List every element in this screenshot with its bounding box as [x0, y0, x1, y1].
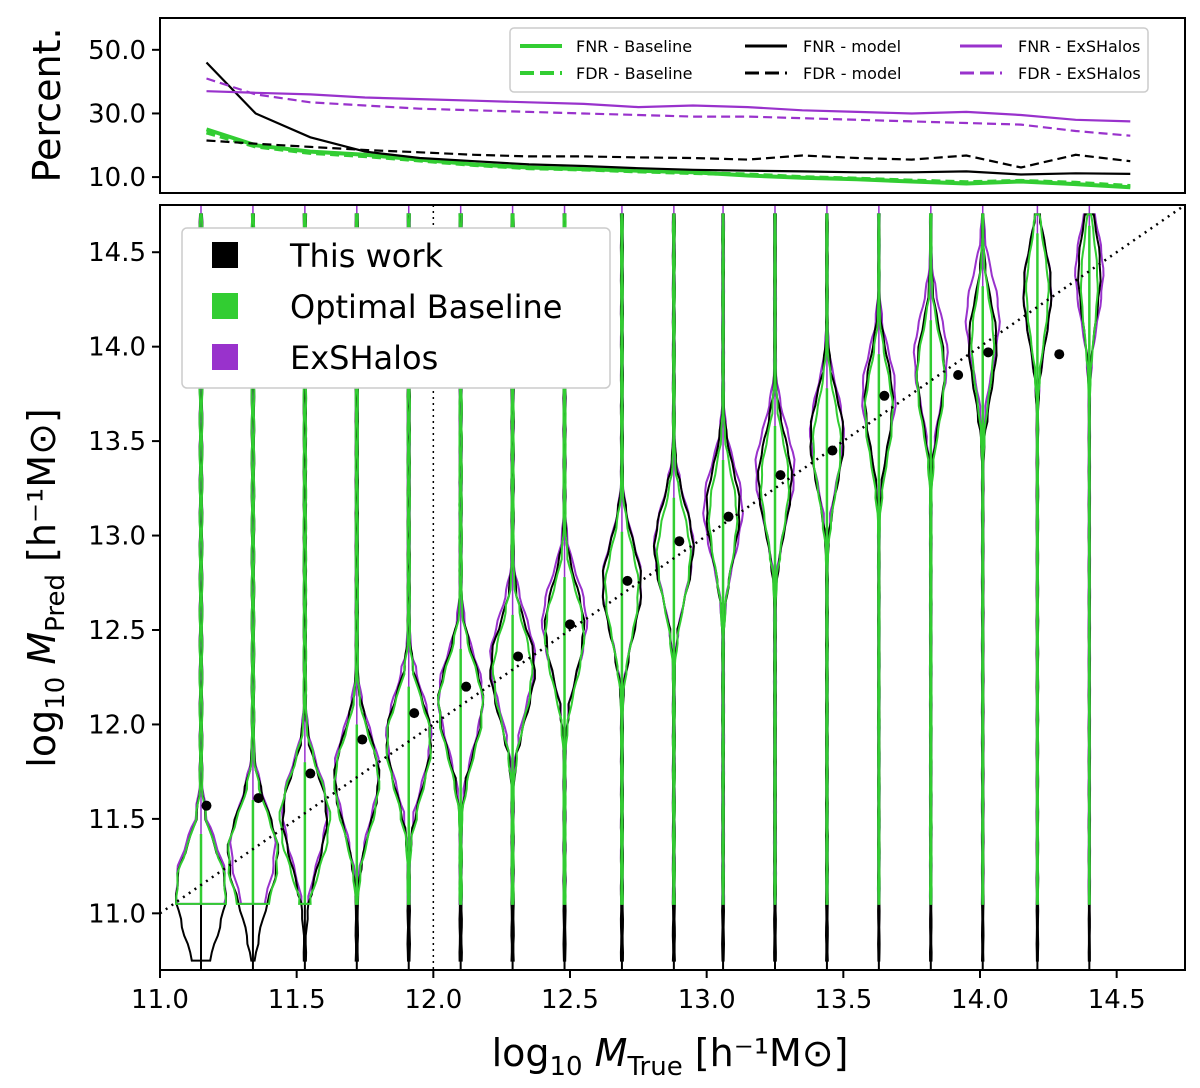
legend-swatch-optimal-baseline: [212, 293, 238, 319]
violin-y-tick-label: 11.0: [88, 899, 146, 929]
violin-baseline: [603, 213, 640, 905]
rate-panel-frame: [159, 17, 1186, 194]
violin-content: [160, 205, 1185, 970]
legend-label-fdr-model: FDR - model: [803, 64, 901, 83]
violin-panel: 11.0 11.5 12.0 12.5 13.0 13.5 14.0 14.5 11.011.…: [20, 204, 1186, 1082]
legend-label-exshalos: ExSHalos: [290, 339, 438, 377]
violin-x-tick-label: 13.0: [678, 985, 736, 1015]
median-point: [201, 800, 212, 811]
rate-series-line: [206, 77, 1131, 137]
legend-swatch-exshalos: [212, 344, 238, 370]
median-point: [827, 445, 838, 456]
median-point: [622, 575, 633, 586]
violin-x-tick-label: 13.5: [814, 985, 872, 1015]
violin-x-tick-label: 11.5: [268, 985, 326, 1015]
median-point: [953, 370, 964, 380]
median-point: [565, 619, 575, 630]
median-point: [1054, 349, 1065, 360]
violin-x-tick-label: 12.0: [404, 985, 462, 1015]
median-point: [723, 511, 734, 522]
rate-series-line: [206, 90, 1131, 123]
rate-panel: 10.0 30.0 50.0 Percent. FNR - Baseline FDR…: [25, 17, 1186, 194]
rate-y-label: Percent.: [25, 27, 69, 182]
rate-legend: FNR - Baseline FDR - Baseline FNR - mode…: [509, 27, 1149, 93]
violin-panel-frame: [159, 204, 1186, 971]
violin-y-tick-label: 13.5: [88, 427, 146, 457]
rate-y-ticks: 10.0 30.0 50.0: [88, 36, 160, 193]
violin-baseline: [385, 213, 432, 905]
rate-series-line: [205, 130, 1131, 188]
violin-baseline: [175, 213, 227, 905]
violin-y-tick-label: 14.0: [88, 333, 146, 363]
median-point: [253, 793, 264, 804]
violin-y-tick-label: 14.5: [88, 238, 146, 268]
violin-y-tick-label: 12.0: [88, 710, 146, 740]
legend-label-fdr-exshalos: FDR - ExSHalos: [1018, 64, 1141, 83]
violin-baseline: [227, 213, 279, 905]
violin-y-label: log10 MPred [h⁻¹M⊙]: [20, 408, 71, 767]
rate-y-tick-label: 30.0: [88, 99, 146, 129]
violin-x-tick-label: 14.5: [1088, 985, 1146, 1015]
legend-label-fnr-model: FNR - model: [803, 37, 901, 56]
violin-x-tick-label: 12.5: [541, 985, 599, 1015]
violin-baseline: [437, 213, 485, 905]
median-point: [409, 708, 420, 719]
median-point: [357, 734, 368, 745]
violin-y-tick-label: 11.5: [88, 805, 146, 835]
legend-label-this-work: This work: [289, 237, 443, 275]
violin-x-tick-label: 14.0: [951, 985, 1009, 1015]
legend-label-fnr-baseline: FNR - Baseline: [576, 37, 692, 56]
violin-baseline: [543, 213, 586, 905]
median-point: [674, 536, 685, 547]
legend-label-optimal-baseline: Optimal Baseline: [290, 288, 562, 326]
violin-baseline: [278, 213, 332, 905]
violin-y-tick-label: 12.5: [88, 616, 146, 646]
legend-label-fnr-exshalos: FNR - ExSHalos: [1018, 37, 1140, 56]
median-point: [305, 768, 316, 779]
violin-legend: This work Optimal Baseline ExSHalos: [181, 227, 611, 389]
violin-y-tick-label: 13.0: [88, 522, 146, 552]
rate-y-tick-label: 10.0: [88, 163, 146, 193]
rate-y-tick-label: 50.0: [88, 36, 146, 66]
rate-legend-box: [509, 27, 1149, 93]
violin-baseline: [491, 213, 534, 905]
rate-series-group: [205, 61, 1131, 190]
median-point: [983, 347, 994, 358]
violin-x-tick-label: 11.0: [131, 985, 189, 1015]
violin-x-label: log10 MTrue [h⁻¹M⊙]: [492, 1031, 849, 1082]
violin-y-ticks: 11.0 11.5 12.0 12.5 13.0 13.5 14.0 14.5: [88, 238, 160, 929]
violin-x-ticks: 11.0 11.5 12.0 12.5 13.0 13.5 14.0 14.5: [131, 970, 1146, 1015]
median-point: [513, 651, 524, 662]
violin-legend-box: [181, 227, 611, 389]
median-point: [879, 390, 890, 401]
rate-series-line: [205, 61, 1131, 176]
median-point: [775, 470, 786, 481]
legend-swatch-this-work: [212, 242, 238, 268]
median-point: [461, 681, 472, 692]
violin-baseline: [333, 213, 381, 905]
legend-label-fdr-baseline: FDR - Baseline: [576, 64, 692, 83]
